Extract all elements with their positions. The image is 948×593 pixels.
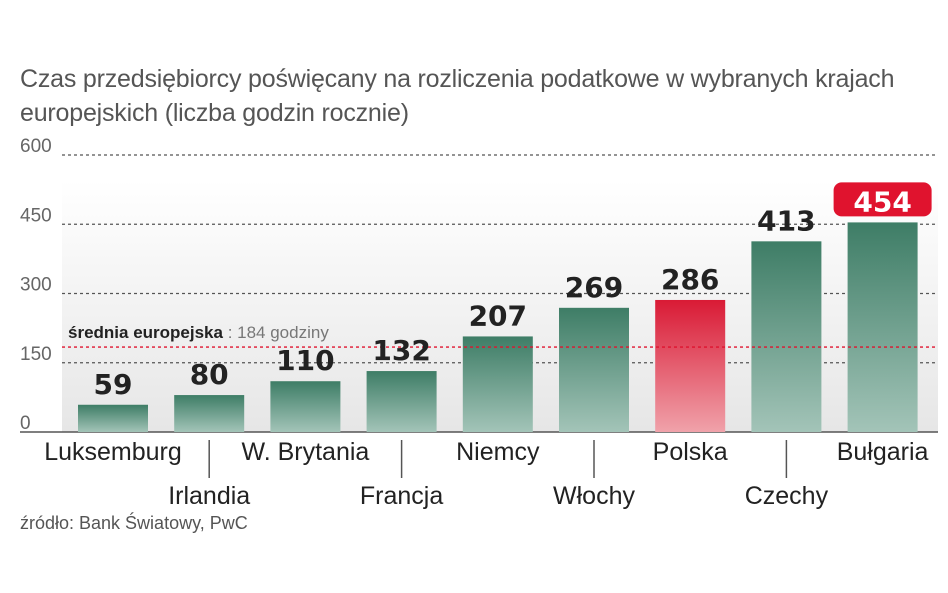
value-label: 207 xyxy=(469,299,527,332)
value-label: 132 xyxy=(372,334,430,367)
category-label: Luksemburg xyxy=(44,438,182,466)
y-tick-label: 600 xyxy=(20,136,52,157)
category-label: Bułgaria xyxy=(837,438,929,466)
category-label: Włochy xyxy=(553,482,635,510)
value-label: 269 xyxy=(565,271,623,304)
bar-irlandia xyxy=(174,395,245,432)
value-label: 80 xyxy=(190,358,229,391)
value-label: 59 xyxy=(94,368,133,401)
average-label-bold: średnia europejska xyxy=(68,323,224,342)
bar-niemcy xyxy=(462,336,533,432)
bar-bułgaria xyxy=(847,222,918,432)
value-label: 413 xyxy=(757,204,815,237)
bar-w-brytania xyxy=(270,381,341,432)
value-label: 454 xyxy=(853,185,911,218)
category-label: Czechy xyxy=(745,482,829,510)
category-label: Francja xyxy=(360,482,443,510)
value-label: 110 xyxy=(276,344,334,377)
value-label: 286 xyxy=(661,263,719,296)
category-label: W. Brytania xyxy=(241,438,369,466)
y-tick-label: 450 xyxy=(20,205,52,226)
y-tick-label: 150 xyxy=(20,344,52,365)
category-label: Niemcy xyxy=(456,438,540,466)
category-label: Polska xyxy=(653,438,728,466)
chart-source: źródło: Bank Światowy, PwC xyxy=(20,513,248,533)
y-tick-label: 300 xyxy=(20,275,52,296)
category-label: Irlandia xyxy=(168,482,250,510)
bar-czechy xyxy=(751,241,822,432)
bar-francja xyxy=(366,371,437,432)
average-label: średnia europejska : 184 godziny xyxy=(68,323,329,342)
bar-luksemburg xyxy=(78,404,148,432)
value-badge xyxy=(833,182,932,217)
bar-włochy xyxy=(559,307,629,432)
bar-polska xyxy=(655,299,726,432)
average-label-value: : 184 godziny xyxy=(223,323,329,342)
y-tick-label: 0 xyxy=(20,413,31,434)
chart-title: Czas przedsiębiorcy poświęcany na rozlic… xyxy=(20,65,895,127)
